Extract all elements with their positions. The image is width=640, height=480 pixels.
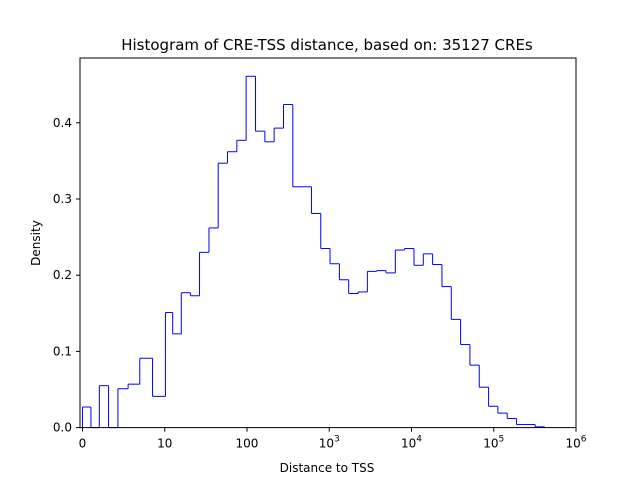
y-axis-ticks: 0.0 0.1 0.2 0.3 0.4	[53, 116, 80, 435]
chart-title: Histogram of CRE-TSS distance, based on:…	[121, 36, 533, 54]
histogram-bin	[534, 424, 545, 428]
plot-frame	[79, 57, 577, 429]
histogram-bin	[366, 270, 377, 292]
histogram-bin	[227, 151, 237, 164]
histogram-bin	[348, 279, 359, 294]
histogram-bin	[441, 264, 452, 288]
histogram-bin	[338, 263, 349, 281]
x-tick-label: 10	[157, 437, 172, 451]
y-tick-label: 0.2	[53, 268, 72, 282]
histogram-bin	[273, 127, 284, 142]
y-tick-label: 0.3	[53, 192, 72, 206]
histogram-bin	[81, 406, 91, 428]
histogram-bin	[172, 312, 182, 335]
histogram-bin	[180, 292, 191, 334]
histogram-bin	[189, 292, 200, 297]
histogram-bin	[329, 248, 340, 265]
histogram-bin	[208, 227, 219, 253]
histogram-bin	[199, 251, 209, 296]
histogram-bin	[236, 139, 247, 152]
histogram-bin	[404, 248, 414, 251]
histogram-bin	[320, 213, 331, 250]
histogram-bars	[81, 75, 546, 429]
x-tick-label: 104	[401, 435, 422, 451]
x-tick-label: 100	[236, 437, 259, 451]
histogram-bin	[292, 104, 303, 188]
histogram-bin	[376, 270, 387, 272]
histogram-bin	[460, 319, 470, 346]
y-tick-label: 0.4	[53, 116, 72, 130]
x-tick-label: 105	[483, 435, 504, 451]
histogram-bin	[90, 407, 100, 429]
histogram-bin	[506, 413, 517, 419]
histogram-bin	[255, 76, 265, 132]
histogram-bin	[394, 249, 405, 273]
histogram-bin	[432, 253, 442, 266]
histogram-bin	[283, 103, 293, 129]
histogram-bin	[516, 418, 526, 426]
x-axis-ticks: 0 10 100 103 104 105 106	[79, 427, 587, 451]
histogram-bin	[264, 131, 275, 143]
x-axis-label: Distance to TSS	[280, 461, 375, 475]
y-tick-label: 0.0	[53, 421, 72, 435]
histogram-bin	[478, 365, 489, 388]
histogram-bin	[385, 270, 396, 274]
x-tick-label: 103	[319, 435, 340, 451]
histogram-bin	[108, 385, 118, 429]
y-tick-label: 0.1	[53, 344, 72, 358]
histogram-bin	[488, 387, 498, 407]
histogram-bin	[357, 291, 368, 294]
histogram-bin	[139, 357, 153, 385]
histogram-bin	[164, 312, 173, 397]
x-tick-label: 106	[565, 435, 586, 451]
histogram-bin	[217, 162, 228, 228]
histogram-bin	[245, 75, 256, 141]
histogram-bin	[310, 186, 321, 214]
histogram-bin	[152, 358, 166, 397]
histogram-bin	[117, 388, 129, 428]
histogram-bin	[98, 385, 109, 428]
histogram-bin	[469, 344, 480, 366]
histogram-bin	[450, 286, 461, 320]
histogram-bin	[422, 253, 433, 266]
histogram-bin	[127, 383, 140, 389]
y-axis-label: Density	[29, 220, 43, 266]
x-tick-label: 0	[79, 437, 87, 451]
histogram-bin	[497, 406, 508, 414]
histogram-bin	[413, 248, 424, 266]
